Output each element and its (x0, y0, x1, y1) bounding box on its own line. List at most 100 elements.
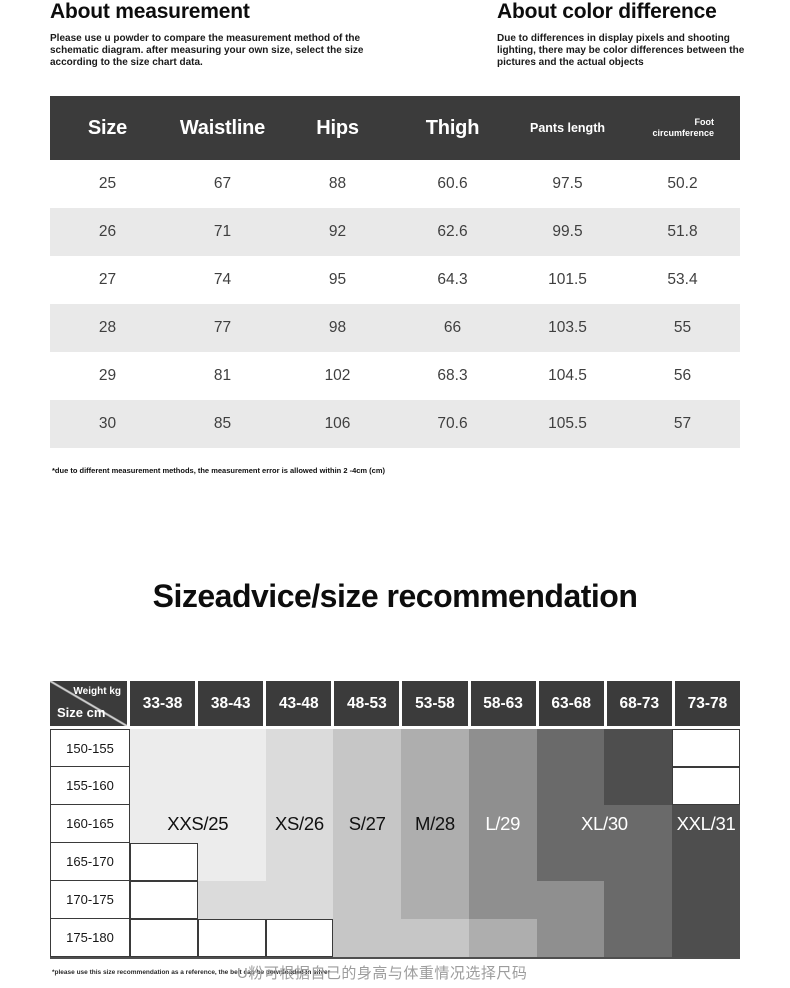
about-color-text: Due to differences in display pixels and… (497, 33, 745, 68)
size-grid-cell (604, 881, 673, 919)
size-grid-cell (197, 881, 266, 919)
about-color-section: About color difference Due to difference… (497, 0, 757, 69)
size-grid-cell (604, 767, 673, 805)
height-row-label: 170-175 (50, 880, 130, 919)
size-grid-cell (333, 729, 402, 767)
size-grid-cell (333, 767, 402, 805)
corner-cell: Weight kg Size cm (50, 681, 130, 729)
recommendation-row: 150-155 (50, 729, 741, 767)
measurement-cell: 102 (324, 367, 351, 384)
corner-size-label: Size cm (57, 705, 106, 720)
about-measurement-title: About measurement (50, 0, 250, 23)
measurement-footnote: *due to different measurement methods, t… (52, 466, 385, 475)
measurement-table-row: 25 67 88 60.6 97.5 50.2 (50, 160, 740, 208)
measurement-cell: 88 (328, 175, 347, 192)
size-grid-cell (197, 805, 266, 843)
measurement-column-header: Pants length (529, 121, 605, 135)
weight-column-header: 43-48 (266, 681, 335, 729)
measurement-cell: 30 (98, 415, 117, 432)
measurement-cell: 62.6 (437, 223, 468, 240)
measurement-column-header: Waistline (179, 116, 266, 139)
size-grid-cell (197, 729, 266, 767)
size-grid-cell (333, 881, 402, 919)
measurement-column-header: Hips (316, 116, 359, 139)
measurement-cell: 29 (98, 367, 117, 384)
measurement-cell: 56 (673, 367, 692, 384)
size-grid-cell (672, 919, 741, 957)
size-grid-cell (468, 805, 537, 843)
size-grid-cell (401, 843, 469, 881)
height-row-label: 150-155 (50, 729, 130, 767)
measurement-cell: 81 (213, 367, 232, 384)
size-grid-cell (672, 767, 741, 805)
size-grid-cell (536, 843, 605, 881)
measurement-table-row: 28 77 98 66 103.5 55 (50, 304, 740, 352)
weight-column-header: 58-63 (470, 681, 539, 729)
measurement-cell: 101.5 (548, 271, 587, 288)
size-grid-cell (197, 843, 266, 881)
size-grid-cell (672, 729, 741, 767)
measurement-column-header: Foot circumference (652, 117, 714, 138)
size-grid-cell (265, 729, 334, 767)
size-grid-cell (130, 805, 198, 843)
size-grid-cell (468, 881, 537, 919)
size-grid-cell (536, 729, 605, 767)
recommendation-grid: 150-155 155-160 160-165 165-170 170-175 175-1… (50, 729, 741, 959)
size-grid-cell (468, 729, 537, 767)
size-grid-cell (468, 843, 537, 881)
recommendation-row: 170-175 (50, 880, 741, 919)
size-grid-cell (536, 881, 605, 919)
corner-weight-label: Weight kg (73, 686, 121, 697)
size-grid-cell (130, 729, 198, 767)
size-grid-cell (265, 767, 334, 805)
measurement-cell: 28 (98, 319, 117, 336)
height-row-label: 155-160 (50, 766, 130, 805)
measurement-table: Size Waistline Hips Thigh Pants length Foot c… (50, 96, 740, 448)
measurement-cell: 97.5 (552, 175, 583, 192)
weight-column-header: 48-53 (334, 681, 403, 729)
height-row-label: 160-165 (50, 804, 130, 843)
size-grid-cell (130, 919, 198, 957)
size-grid-cell (672, 881, 741, 919)
size-grid-cell (401, 919, 469, 957)
measurement-cell: 66 (443, 319, 462, 336)
measurement-cell: 55 (673, 319, 692, 336)
size-grid-cell (265, 881, 334, 919)
measurement-cell: 99.5 (552, 223, 583, 240)
size-grid-cell (197, 919, 266, 957)
recommendation-row: 165-170 (50, 842, 741, 881)
size-grid-cell (333, 919, 402, 957)
weight-column-header: 68-73 (606, 681, 675, 729)
about-measurement-text: Please use u powder to compare the measu… (50, 33, 364, 68)
weight-column-header: 63-68 (538, 681, 607, 729)
measurement-cell: 95 (328, 271, 347, 288)
about-color-title: About color difference (497, 0, 717, 23)
measurement-cell: 57 (673, 415, 692, 432)
measurement-cell: 106 (324, 415, 351, 432)
measurement-cell: 27 (98, 271, 117, 288)
measurement-cell: 71 (213, 223, 232, 240)
size-grid-cell (333, 843, 402, 881)
measurement-cell: 50.2 (667, 175, 698, 192)
measurement-column-header: Size (87, 116, 128, 139)
size-recommendation-table: Weight kg Size cm 33-38 38-43 43-48 48-53 53… (50, 681, 741, 959)
recommendation-header-row: Weight kg Size cm 33-38 38-43 43-48 48-53 53… (50, 681, 740, 729)
recommendation-row: 155-160 (50, 766, 741, 805)
size-grid-cell (333, 805, 402, 843)
measurement-cell: 64.3 (437, 271, 468, 288)
size-grid-cell (604, 843, 673, 881)
size-grid-cell (130, 843, 198, 881)
size-grid-cell (536, 805, 605, 843)
measurement-cell: 60.6 (437, 175, 468, 192)
measurement-column-header: Thigh (425, 116, 480, 139)
measurement-table-header: Size Waistline Hips Thigh Pants length Foot c… (50, 96, 740, 160)
size-grid-cell (265, 843, 334, 881)
measurement-cell: 67 (213, 175, 232, 192)
measurement-table-row: 26 71 92 62.6 99.5 51.8 (50, 208, 740, 256)
height-row-label: 165-170 (50, 842, 130, 881)
size-grid-cell (197, 767, 266, 805)
measurement-cell: 68.3 (437, 367, 468, 384)
measurement-table-body: 25 67 88 60.6 97.5 50.2 26 71 92 62.6 99.5 51.8 27 74… (50, 160, 740, 448)
size-grid-cell (401, 767, 469, 805)
about-measurement-section: About measurement Please use u powder to… (50, 0, 402, 69)
